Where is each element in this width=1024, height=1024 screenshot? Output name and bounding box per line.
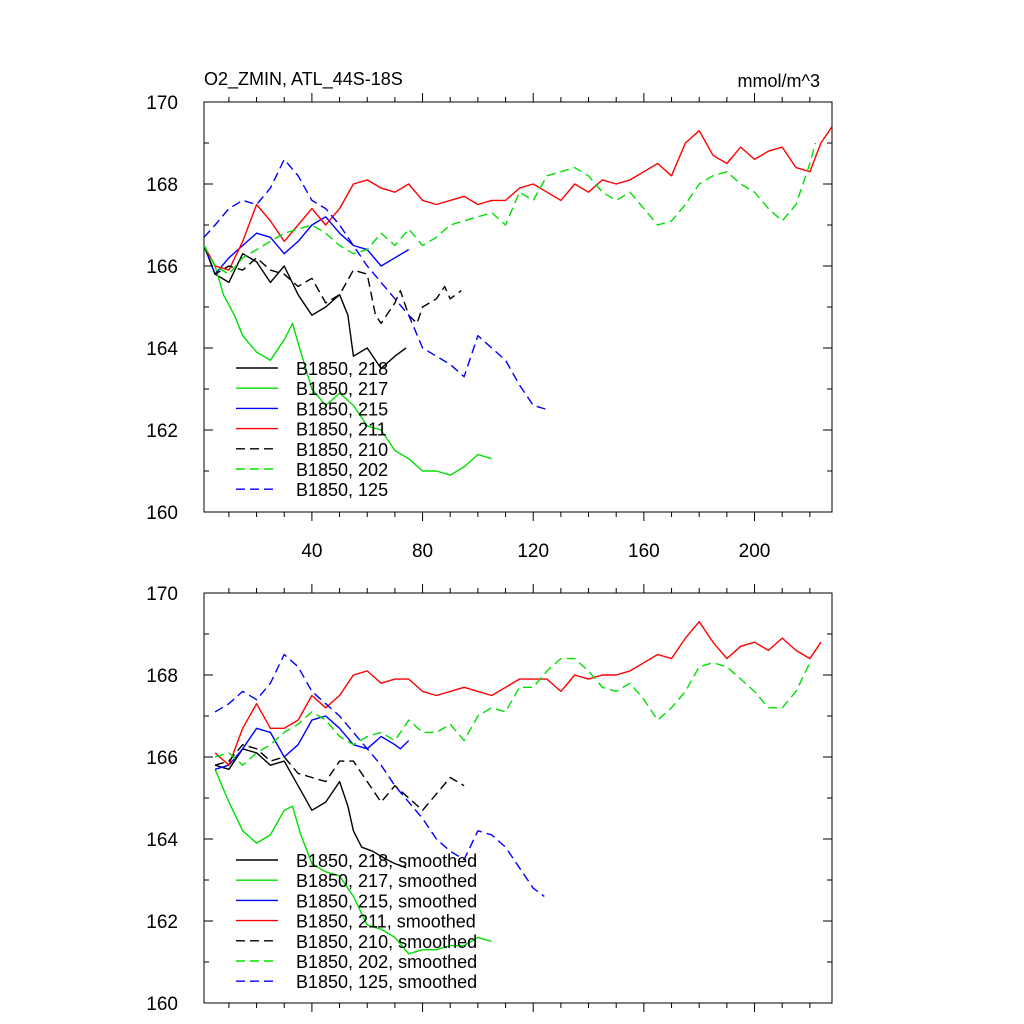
legend-label: B1850, 218, smoothed [296,851,477,871]
y-tick-label: 164 [146,830,178,851]
series-line [203,142,817,275]
legend-label: B1850, 211, smoothed [296,912,476,932]
series-line [203,245,492,476]
series-line [214,621,822,766]
legend-label: B1850, 125 [296,480,388,500]
legend-label: B1850, 210 [296,440,388,460]
legend-label: B1850, 217 [296,379,388,399]
top-panel: O2_ZMIN, ATL_44S-18S mmol/m^3 160 162 164 1… [146,69,833,562]
x-tick-label: 40 [301,541,322,562]
y-tick-label: 166 [146,257,178,278]
series-line [203,245,462,325]
series-line [203,245,407,370]
series-line [214,744,465,811]
units-label: mmol/m^3 [738,71,820,91]
y-tick-label: 168 [146,666,178,687]
y-tick-label: 170 [146,584,178,605]
y-tick-label: 162 [146,421,178,442]
legend-label: B1850, 202 [296,460,388,480]
legend-label: B1850, 202, smoothed [296,952,477,972]
y-tick-label: 164 [146,339,178,360]
y-tick-label: 160 [146,503,178,524]
x-tick-label: 200 [739,541,771,562]
series-line [214,653,545,897]
legend-label: B1850, 215 [296,399,388,419]
y-tick-label: 166 [146,748,178,769]
x-tick-label: 160 [628,541,660,562]
chart-title: O2_ZMIN, ATL_44S-18S [204,69,403,90]
series-line [214,657,811,766]
legend-label: B1850, 211 [296,420,387,440]
legend-label: B1850, 125, smoothed [296,972,477,992]
x-tick-label: 120 [517,541,549,562]
series-line [203,158,548,411]
legend-label: B1850, 217, smoothed [296,871,477,891]
series-line [214,715,410,770]
legend-label: B1850, 210, smoothed [296,932,477,952]
y-tick-label: 162 [146,912,178,933]
series-line [214,748,407,869]
x-tick-label: 80 [412,541,433,562]
series-line [214,769,492,955]
series-line [203,126,833,271]
y-tick-label: 168 [146,175,178,196]
legend-label: B1850, 218 [296,359,388,379]
legend-label: B1850, 215, smoothed [296,891,477,911]
y-tick-label: 170 [146,93,178,114]
series-line [203,216,410,275]
y-tick-label: 160 [146,994,178,1015]
